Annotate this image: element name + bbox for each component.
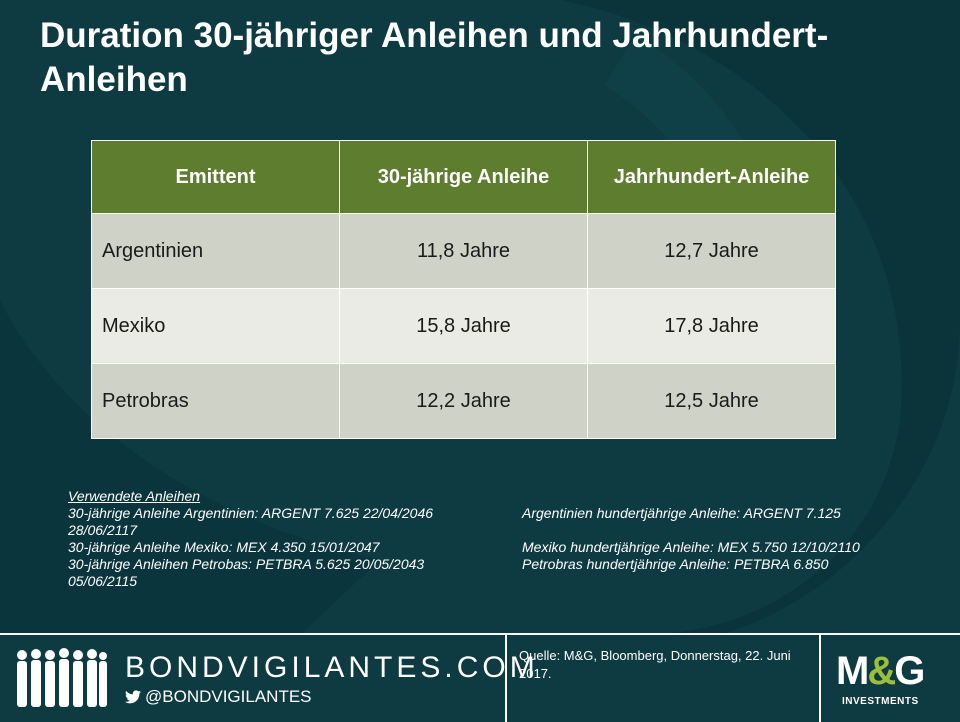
notes-heading: Verwendete Anleihen: [68, 488, 201, 504]
people-silhouettes-icon: [17, 648, 107, 707]
notes-line: 30-jährige Anleihe Mexiko: MEX 4.350 15/…: [68, 539, 928, 556]
cell-century: 12,5 Jahre: [587, 363, 836, 439]
twitter-handle: @BONDVIGILANTES: [145, 687, 312, 706]
cell-century: 12,7 Jahre: [587, 213, 836, 289]
logo-subtitle: INVESTMENTS: [842, 696, 919, 707]
cell-issuer: Mexiko: [91, 288, 340, 364]
table-header-row: Emittent 30-jährige Anleihe Jahrhundert-…: [91, 140, 836, 214]
notes-line2-left: 30-jährige Anleihe Mexiko: MEX 4.350 15/…: [68, 539, 380, 555]
bond-notes: Verwendete Anleihen 30-jährige Anleihe A…: [68, 488, 928, 590]
logo-mark: M&G: [836, 649, 925, 693]
table-row: Mexiko 15,8 Jahre 17,8 Jahre: [91, 288, 836, 364]
brand-name: BONDVIGILANTES.COM: [125, 651, 539, 684]
source-note: Quelle: M&G, Bloomberg, Donnerstag, 22. …: [519, 648, 791, 681]
footer: BONDVIGILANTES.COM @BONDVIGILANTES Quell…: [0, 633, 960, 722]
notes-line: 30-jährige Anleihen Petrobas: PETBRA 5.6…: [68, 556, 928, 573]
notes-line: 30-jährige Anleihe Argentinien: ARGENT 7…: [68, 505, 928, 522]
table-row: Argentinien 11,8 Jahre 12,7 Jahre: [91, 213, 836, 289]
footer-divider: [819, 635, 821, 722]
cell-century: 17,8 Jahre: [587, 288, 836, 364]
notes-line3-left: 30-jährige Anleihen Petrobas: PETBRA 5.6…: [68, 556, 425, 572]
notes-line1-wrap: 28/06/2117: [68, 522, 138, 538]
twitter-handle-row: @BONDVIGILANTES: [125, 687, 312, 707]
cell-thirty-year: 11,8 Jahre: [339, 213, 588, 289]
cell-thirty-year: 12,2 Jahre: [339, 363, 588, 439]
cell-issuer: Petrobras: [91, 363, 340, 439]
header-century: Jahrhundert-Anleihe: [587, 140, 836, 214]
mg-investments-logo: M&G INVESTMENTS: [836, 649, 948, 715]
footer-divider: [505, 635, 507, 722]
notes-line1-right: Argentinien hundertjährige Anleihe: ARGE…: [522, 505, 841, 521]
cell-thirty-year: 15,8 Jahre: [339, 288, 588, 364]
header-issuer: Emittent: [91, 140, 340, 214]
notes-line3-right: Petrobras hundertjährige Anleihe: PETBRA…: [522, 556, 829, 572]
twitter-bird-icon: [125, 690, 141, 704]
notes-line3-wrap: 05/06/2115: [68, 573, 138, 589]
cell-issuer: Argentinien: [91, 213, 340, 289]
header-thirty-year: 30-jährige Anleihe: [339, 140, 588, 214]
duration-table: Emittent 30-jährige Anleihe Jahrhundert-…: [91, 140, 836, 439]
notes-line1-left: 30-jährige Anleihe Argentinien: ARGENT 7…: [68, 505, 434, 521]
page-title: Duration 30-jähriger Anleihen und Jahrhu…: [40, 16, 829, 99]
table-row: Petrobras 12,2 Jahre 12,5 Jahre: [91, 363, 836, 439]
notes-line2-right: Mexiko hundertjährige Anleihe: MEX 5.750…: [522, 539, 860, 555]
